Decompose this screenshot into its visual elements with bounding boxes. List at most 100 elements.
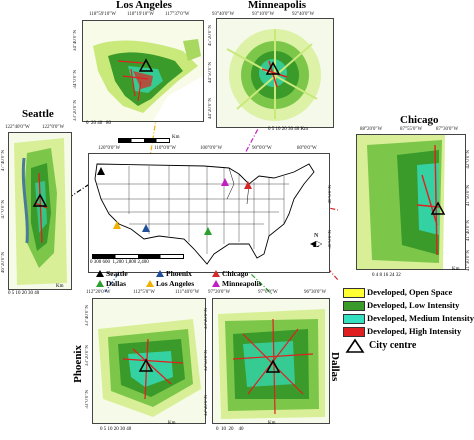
legend-item: Developed, High Intensity xyxy=(343,325,474,338)
usa-scale: 0 300 600 1,200 1,800 2,400 xyxy=(90,260,149,265)
scale-minneapolis: 0 5 10 20 30 40 Km xyxy=(268,127,308,132)
lon-tick: 90°0'0"W xyxy=(252,146,272,151)
lon-tick: 93°10'0"W xyxy=(252,12,275,17)
legend-label: Developed, Low Intensity xyxy=(367,300,460,310)
marker-legend-los-angeles: Los Angeles xyxy=(146,279,194,288)
scale-label-chicago: Km xyxy=(452,267,460,272)
lon-tick: 80°0'0"W xyxy=(297,146,317,151)
lat-tick: 41°40'0"N xyxy=(466,220,471,242)
lon-tick: 97°20'0"W xyxy=(208,290,231,295)
lat-tick: 41°50'0"N xyxy=(466,185,471,207)
lon-tick: 87°30'0"W xyxy=(436,127,459,132)
scale-chicago: 0 4 8 16 24 32 xyxy=(372,273,401,278)
city-title-dallas: Dallas xyxy=(329,352,341,382)
lat-tick: 47°0'0"N xyxy=(1,200,6,219)
triangle-icon xyxy=(212,270,220,277)
lon-tick: 117°37'0"W xyxy=(165,12,190,17)
lat-tick: 41°30'0"N xyxy=(466,250,471,272)
lon-tick: 122°0'0"W xyxy=(42,125,65,130)
city-centre-icon xyxy=(345,338,365,353)
lat-tick: 33°40'0"N xyxy=(85,305,90,327)
lat-tick: 33°20'0"N xyxy=(73,100,78,122)
scale-label-seattle: Km xyxy=(56,284,64,289)
lon-tick: 118°19'10"W xyxy=(127,12,154,17)
map-usa[interactable] xyxy=(88,153,330,273)
lon-tick: 110°0'0"W xyxy=(154,146,176,151)
marker-legend-phoenix: Phoenix xyxy=(156,269,192,278)
landcover-legend: Developed, Open Space Developed, Low Int… xyxy=(343,286,474,356)
landcover-minneapolis xyxy=(217,19,333,127)
lat-tick: 33°20'0"N xyxy=(85,345,90,367)
lat-tick: 32°50'0"N xyxy=(204,350,209,372)
lon-tick: 112°5'0"W xyxy=(133,290,155,295)
usa-scale-label: Km xyxy=(172,135,180,140)
marker-legend-minneapolis: Minneapolis xyxy=(212,279,262,288)
lat-tick: 33°0'0"N xyxy=(85,390,90,409)
map-seattle[interactable] xyxy=(8,132,72,290)
city-title-seattle: Seattle xyxy=(22,108,54,120)
city-title-phoenix: Phoenix xyxy=(72,345,84,383)
legend-label: Developed, High Intensity xyxy=(367,326,462,336)
north-arrow-label: N xyxy=(314,233,319,239)
marker-legend-chicago: Chicago xyxy=(212,269,248,278)
lon-tick: 118°59'10"W xyxy=(89,12,116,17)
lon-tick: 93°40'0"W xyxy=(212,12,235,17)
lon-tick: 97°0'0"W xyxy=(258,290,278,295)
legend-swatch xyxy=(343,327,365,337)
legend-swatch xyxy=(343,314,365,324)
triangle-icon xyxy=(96,270,104,277)
lon-tick: 122°40'0"W xyxy=(5,125,30,130)
scale-los-angeles: 0 20 40 80 xyxy=(86,121,111,126)
lat-tick: 33°20'0"N xyxy=(204,308,209,330)
lat-tick: 32°20'0"N xyxy=(204,395,209,417)
legend-item: Developed, Medium Intensity xyxy=(343,312,474,325)
lat-tick: 42°0'0"N xyxy=(466,150,471,169)
lat-tick: 45°20'0"N xyxy=(208,25,213,47)
usa-outline xyxy=(89,154,329,272)
legend-item: Developed, Open Space xyxy=(343,286,474,299)
legend-city-centre: City centre xyxy=(343,338,474,356)
lat-tick: 30°0'0"N xyxy=(328,230,333,249)
city-title-minneapolis: Minneapolis xyxy=(248,0,307,11)
legend-swatch xyxy=(343,288,365,298)
lon-tick: 88°20'0"W xyxy=(360,127,383,132)
legend-item: Developed, Low Intensity xyxy=(343,299,474,312)
lon-tick: 87°55'0"W xyxy=(400,127,423,132)
scale-seattle: 0 5 10 20 30 40 xyxy=(8,291,40,296)
lat-tick: 34°40'0"N xyxy=(73,30,78,52)
marker-legend-dallas: Dallas xyxy=(96,279,126,288)
lon-tick: 96°30'0"W xyxy=(304,290,327,295)
scale-label-dallas: Km xyxy=(268,421,276,426)
triangle-icon xyxy=(146,280,154,287)
map-dallas[interactable] xyxy=(212,298,330,424)
legend-label: Developed, Open Space xyxy=(367,287,453,297)
legend-label: Developed, Medium Intensity xyxy=(367,313,474,323)
map-phoenix[interactable] xyxy=(92,298,206,424)
lon-tick: 112°20'0"W xyxy=(86,290,111,295)
landcover-los-angeles xyxy=(83,21,203,121)
lon-tick: 92°40'0"W xyxy=(292,12,315,17)
lat-tick: 47°40'0"N xyxy=(1,150,6,172)
lon-tick: 100°0'0"W xyxy=(200,146,223,151)
scale-phoenix: 0 5 10 20 30 40 xyxy=(100,427,132,432)
landcover-dallas xyxy=(213,299,329,423)
landcover-chicago xyxy=(357,135,465,269)
usa-bottom-scale-bar xyxy=(92,254,184,259)
legend-label: City centre xyxy=(369,340,417,351)
triangle-icon xyxy=(96,280,104,287)
map-minneapolis[interactable] xyxy=(216,18,334,128)
lon-tick: 120°0'0"W xyxy=(98,146,121,151)
lat-tick: 34°0'0"N xyxy=(73,70,78,89)
landcover-phoenix xyxy=(93,299,205,423)
scale-dallas: 0 10 20 40 xyxy=(216,427,244,432)
city-title-los-angeles: Los Angeles xyxy=(116,0,172,11)
legend-swatch xyxy=(343,301,365,311)
lat-tick: 40°0'0"N xyxy=(328,185,333,204)
marker-legend-seattle: Seattle xyxy=(96,269,128,278)
triangle-icon xyxy=(156,270,164,277)
map-los-angeles[interactable] xyxy=(82,20,204,122)
city-title-chicago: Chicago xyxy=(400,114,439,126)
lat-tick: 46°20'0"N xyxy=(1,252,6,274)
usa-top-scale-bar xyxy=(118,138,170,143)
map-chicago[interactable] xyxy=(356,134,466,270)
